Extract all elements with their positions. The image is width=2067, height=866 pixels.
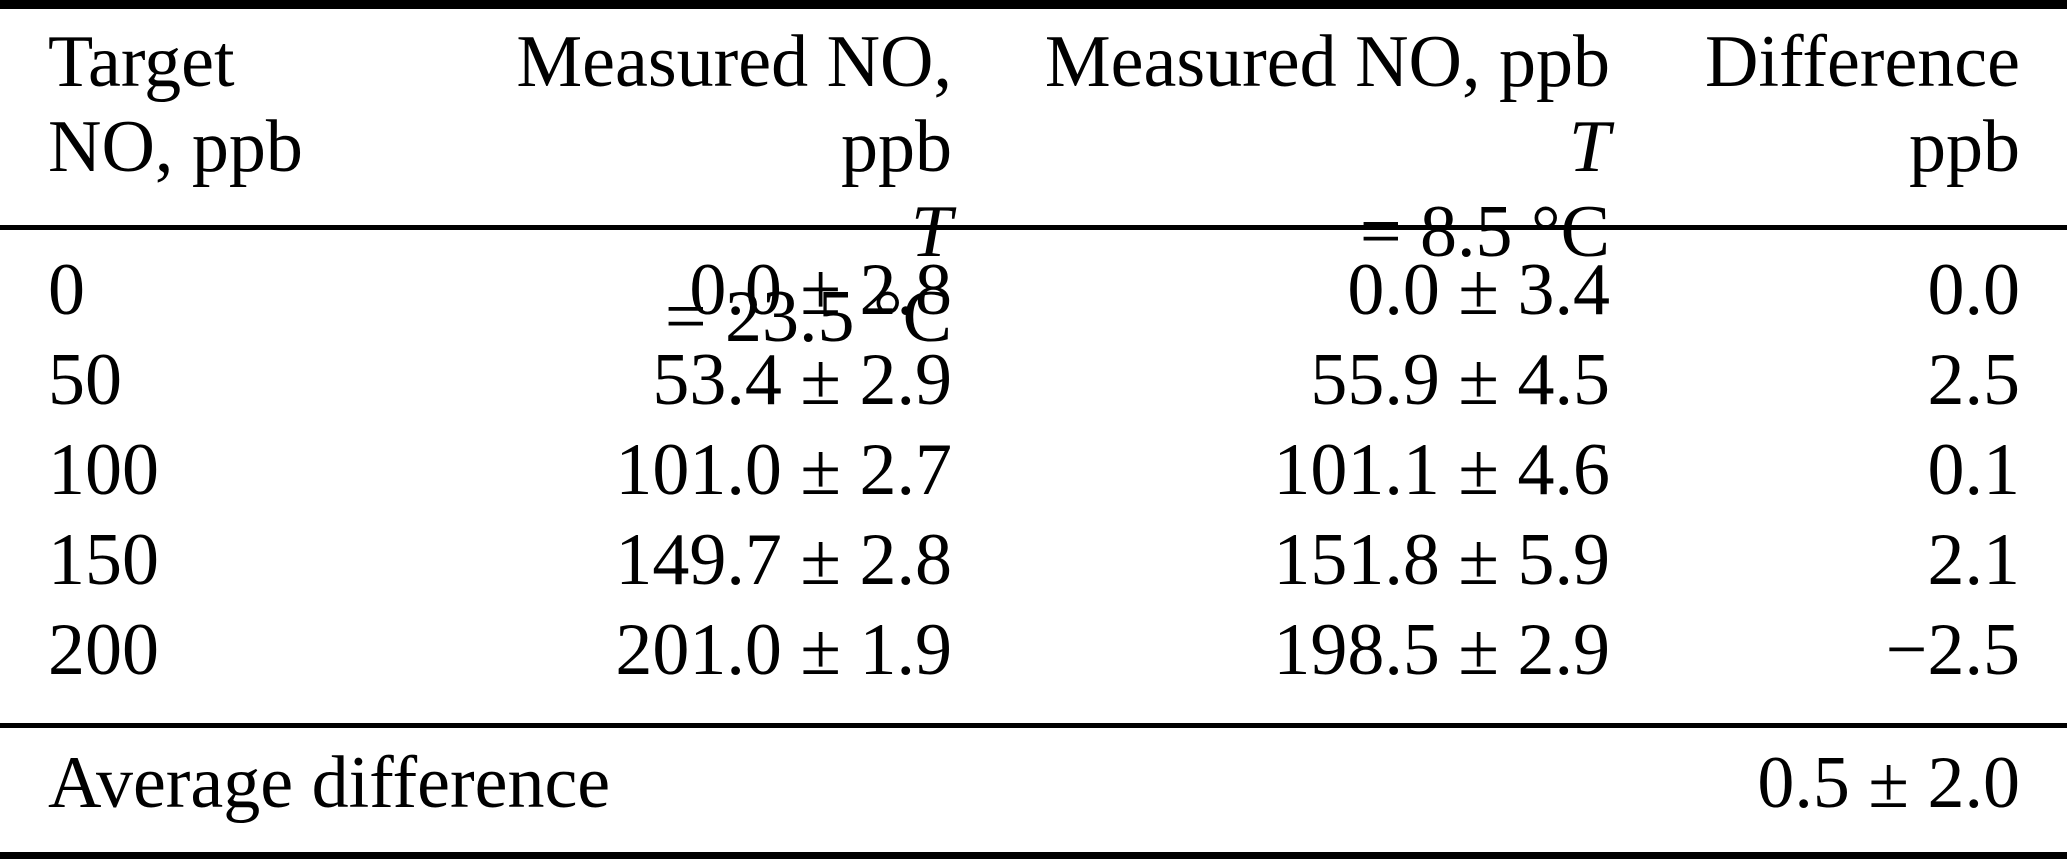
- temperature-value: = 8.5 °C: [1359, 191, 1610, 273]
- table-rule-above-footer: [0, 723, 2067, 728]
- table-row: 150 149.7 ± 2.8 151.8 ± 5.9 2.1: [48, 515, 2020, 605]
- header-measured-8-5-line2: T = 8.5 °C: [952, 105, 1610, 275]
- table-header-row: Target NO, ppb Measured NO, ppb T = 23.5…: [48, 20, 2020, 360]
- cell-measured-8-5: 101.1 ± 4.6: [1273, 429, 1610, 511]
- cell-measured-23-5: 0.0 ± 2.8: [689, 249, 952, 331]
- temperature-symbol: T: [1568, 106, 1610, 188]
- cell-measured-8-5: 198.5 ± 2.9: [1273, 609, 1610, 691]
- table-body: 0 0.0 ± 2.8 0.0 ± 3.4 0.0 50 53.4 ± 2.9 …: [48, 245, 2020, 695]
- header-target-line2: NO, ppb: [48, 106, 303, 188]
- header-cell-measured-23-5: Measured NO, ppb T = 23.5 °C: [400, 20, 952, 360]
- average-difference-label: Average difference: [48, 742, 611, 824]
- table-row: 200 201.0 ± 1.9 198.5 ± 2.9 −2.5: [48, 605, 2020, 695]
- cell-target: 200: [48, 609, 159, 691]
- cell-measured-8-5: 55.9 ± 4.5: [1310, 339, 1610, 421]
- cell-measured-23-5: 201.0 ± 1.9: [615, 609, 952, 691]
- cell-measured-23-5: 53.4 ± 2.9: [652, 339, 952, 421]
- table-rule-below-header: [0, 225, 2067, 230]
- average-difference-value: 0.5 ± 2.0: [1757, 742, 2020, 824]
- cell-difference: 2.5: [1927, 339, 2021, 421]
- cell-difference: −2.5: [1885, 609, 2020, 691]
- header-cell-target: Target NO, ppb: [48, 20, 400, 360]
- cell-target: 150: [48, 519, 159, 601]
- header-target-line1: Target: [48, 21, 235, 103]
- cell-target: 50: [48, 339, 122, 421]
- cell-difference: 0.0: [1927, 249, 2021, 331]
- temperature-value: = 23.5 °C: [664, 276, 952, 358]
- header-difference-line2: ppb: [1909, 106, 2020, 188]
- cell-difference: 0.1: [1927, 429, 2021, 511]
- table-rule-top: [0, 0, 2067, 9]
- temperature-symbol: T: [910, 191, 952, 273]
- header-cell-measured-8-5: Measured NO, ppb T = 8.5 °C: [952, 20, 1610, 360]
- cell-measured-8-5: 151.8 ± 5.9: [1273, 519, 1610, 601]
- table-rule-bottom: [0, 852, 2067, 859]
- cell-measured-23-5: 149.7 ± 2.8: [615, 519, 952, 601]
- table-row: 0 0.0 ± 2.8 0.0 ± 3.4 0.0: [48, 245, 2020, 335]
- header-measured-8-5-line1: Measured NO, ppb: [1044, 21, 1610, 103]
- table-row: 50 53.4 ± 2.9 55.9 ± 4.5 2.5: [48, 335, 2020, 425]
- header-measured-23-5-line2: T = 23.5 °C: [400, 190, 952, 360]
- cell-measured-23-5: 101.0 ± 2.7: [615, 429, 952, 511]
- header-measured-23-5-line1: Measured NO, ppb: [516, 21, 952, 188]
- cell-target: 0: [48, 249, 85, 331]
- cell-target: 100: [48, 429, 159, 511]
- cell-difference: 2.1: [1927, 519, 2021, 601]
- header-difference-line1: Difference: [1705, 21, 2020, 103]
- header-cell-difference: Difference ppb: [1610, 20, 2020, 360]
- cell-measured-8-5: 0.0 ± 3.4: [1347, 249, 1610, 331]
- table-footer-row: Average difference 0.5 ± 2.0: [48, 738, 2020, 828]
- table-row: 100 101.0 ± 2.7 101.1 ± 4.6 0.1: [48, 425, 2020, 515]
